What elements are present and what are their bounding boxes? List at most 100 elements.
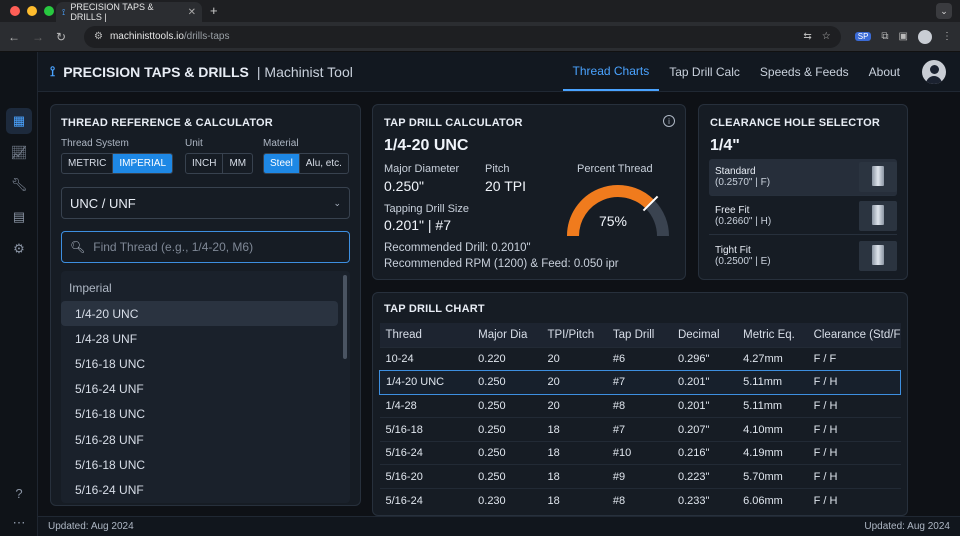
thread-list-item[interactable]: 5/16-24 UNF	[75, 382, 144, 397]
table-cell: F / H	[807, 417, 901, 442]
info-icon[interactable]: i	[663, 115, 675, 127]
user-avatar[interactable]	[922, 59, 946, 84]
clearance-option-name: Free Fit	[715, 205, 750, 216]
new-tab-icon[interactable]: +	[210, 3, 218, 18]
back-arrow-icon[interactable]: ←	[8, 29, 20, 44]
sidepanel-icon[interactable]: ▣	[898, 31, 908, 42]
column-header[interactable]: Clearance (Std/F	[813, 328, 901, 341]
zoom-window-button[interactable]	[44, 6, 54, 16]
settings-gear-icon[interactable]: ⚙	[13, 241, 25, 256]
gauge-fill	[567, 185, 655, 237]
thread-list-item[interactable]: 5/16-24 UNF	[75, 482, 144, 497]
tap-logo-icon: ⟟	[50, 63, 56, 79]
unit-mm[interactable]: MM	[229, 158, 247, 169]
brand[interactable]: ⟟ PRECISION TAPS & DRILLS | Machinist To…	[50, 63, 353, 80]
table-row[interactable]: 10-24 0.220 20 #6 0.296" 4.27mm F / F	[379, 346, 901, 371]
nav-thread-charts[interactable]: Thread Charts	[562, 52, 660, 91]
browser-tab-strip: ⟟ PRECISION TAPS & DRILLS | ✕ + ⌄	[0, 0, 960, 22]
chart-icon[interactable]: 📈︎	[10, 145, 28, 160]
nav-speeds-feeds[interactable]: Speeds & Feeds	[759, 64, 849, 79]
thread-system-toggle: METRIC IMPERIAL	[61, 153, 174, 174]
browser-tab[interactable]: ⟟ PRECISION TAPS & DRILLS | ✕	[56, 2, 202, 22]
thread-list-scrollbar[interactable]	[343, 275, 347, 359]
table-cell: #6	[606, 346, 672, 371]
dashboard-grid-icon[interactable]: ▦	[6, 108, 32, 134]
table-cell: 4.10mm	[737, 417, 808, 442]
extensions-puzzle-icon[interactable]: ⧉	[881, 31, 889, 42]
site-info-icon[interactable]: ⚙	[94, 31, 103, 42]
browser-menu-icon[interactable]: ⋮	[942, 31, 952, 42]
thread-list-item[interactable]: 5/16-28 UNF	[75, 432, 144, 447]
column-header[interactable]: Decimal	[677, 328, 720, 341]
clearance-option-standard[interactable]: Standard (0.2570" | F)	[709, 159, 897, 196]
thread-system-imperial[interactable]: IMPERIAL	[113, 154, 173, 173]
table-cell: #7	[606, 370, 672, 395]
column-header[interactable]: Metric Eq.	[743, 328, 795, 341]
clearance-size: 1/4"	[710, 137, 740, 154]
more-dots-icon[interactable]: ⋯	[12, 515, 26, 530]
close-window-button[interactable]	[10, 6, 20, 16]
tap-drill-calculator-panel: TAP DRILL CALCULATOR i 1/4-20 UNC Major …	[372, 104, 686, 280]
help-icon[interactable]: ?	[15, 485, 23, 501]
profile-avatar-icon[interactable]	[918, 29, 932, 44]
table-cell: 4.19mm	[737, 440, 808, 465]
nav-about[interactable]: About	[868, 64, 900, 79]
clearance-option-free-fit[interactable]: Free Fit (0.2660" | H)	[709, 198, 897, 235]
table-cell: 0.250	[472, 464, 542, 489]
table-cell: 0.201"	[671, 370, 738, 395]
search-placeholder: Find Thread (e.g., 1/4-20, M6)	[93, 240, 254, 254]
tab-search-chevron-icon[interactable]: ⌄	[936, 3, 952, 19]
bookmark-star-icon[interactable]: ☆	[821, 31, 831, 42]
percent-thread-gauge: 75%	[567, 185, 669, 237]
thread-series-value: UNC / UNF	[70, 195, 136, 211]
clearance-option-tight-fit[interactable]: Tight Fit (0.2500" | E)	[709, 237, 897, 274]
minimize-window-button[interactable]	[27, 6, 37, 16]
thread-list-item[interactable]: 1/4-28 UNF	[75, 331, 138, 346]
column-header[interactable]: Thread	[385, 328, 422, 341]
address-bar[interactable]: ⚙ machinisttools.io /drills-taps ⇆ ☆	[84, 25, 841, 48]
table-cell: 5/16-24	[379, 440, 473, 465]
thread-list-item[interactable]: 5/16-18 UNC	[75, 407, 146, 422]
table-cell: 5.70mm	[737, 464, 808, 489]
column-header[interactable]: TPI/Pitch	[547, 328, 595, 341]
material-alu[interactable]: Alu, etc.	[305, 158, 342, 169]
nav-tap-drill-calc[interactable]: Tap Drill Calc	[669, 64, 740, 79]
table-row[interactable]: 5/16-24 0.230 18 #8 0.233" 6.06mm F / H	[379, 488, 901, 513]
reload-icon[interactable]: ↻	[56, 29, 67, 44]
forward-arrow-icon[interactable]: →	[32, 29, 44, 44]
close-tab-icon[interactable]: ✕	[187, 6, 196, 18]
unit-inch[interactable]: INCH	[186, 154, 224, 173]
chevron-down-icon: ⌄	[333, 197, 341, 208]
translate-icon[interactable]: ⇆	[803, 31, 812, 42]
table-cell: 5/16-20	[379, 464, 473, 489]
table-cell: 0.223"	[671, 464, 738, 489]
table-cell: 18	[541, 440, 607, 465]
thread-list-item[interactable]: 5/16-18 UNC	[75, 457, 146, 472]
thread-search-input[interactable]: 🔍︎ Find Thread (e.g., 1/4-20, M6)	[61, 231, 350, 263]
browser-tab-title: PRECISION TAPS & DRILLS |	[70, 2, 154, 22]
thread-reference-title: THREAD REFERENCE & CALCULATOR	[61, 117, 273, 129]
unit-toggle: INCH MM	[185, 153, 254, 174]
table-cell: #8	[606, 488, 672, 513]
thread-series-select[interactable]: UNC / UNF ⌄	[61, 187, 350, 219]
thread-list-item[interactable]: 5/16-18 UNC	[75, 356, 146, 371]
pitch-label: Pitch	[485, 163, 510, 175]
table-row[interactable]: 1/4-20 UNC 0.250 20 #7 0.201" 5.11mm F / H	[379, 370, 901, 395]
wrench-icon[interactable]: 🔧︎	[10, 177, 28, 192]
thread-list-item[interactable]: 1/4-20 UNC	[61, 301, 338, 327]
extension-badge-icon[interactable]: SP	[854, 32, 872, 41]
clearance-hole-panel: CLEARANCE HOLE SELECTOR 1/4" Standard (0.…	[698, 104, 908, 280]
table-row[interactable]: 5/16-20 0.250 18 #9 0.223" 5.70mm F / H	[379, 464, 901, 489]
column-header[interactable]: Tap Drill	[612, 328, 655, 341]
material-steel[interactable]: Steel	[264, 154, 300, 173]
document-icon[interactable]: ▤	[12, 209, 26, 224]
table-row[interactable]: 5/16-18 0.250 18 #7 0.207" 4.10mm F / H	[379, 417, 901, 442]
footer-updated-right: Updated: Aug 2024	[864, 521, 950, 532]
table-row[interactable]: 1/4-28 0.250 20 #8 0.201" 5.11mm F / H	[379, 393, 901, 418]
table-cell: F / H	[807, 370, 901, 395]
table-cell: 0.250	[472, 440, 542, 465]
thread-system-metric[interactable]: METRIC	[62, 154, 114, 173]
column-header[interactable]: Major Dia	[478, 328, 528, 341]
table-cell: 18	[541, 464, 607, 489]
table-row[interactable]: 5/16-24 0.250 18 #10 0.216" 4.19mm F / H	[379, 440, 901, 465]
